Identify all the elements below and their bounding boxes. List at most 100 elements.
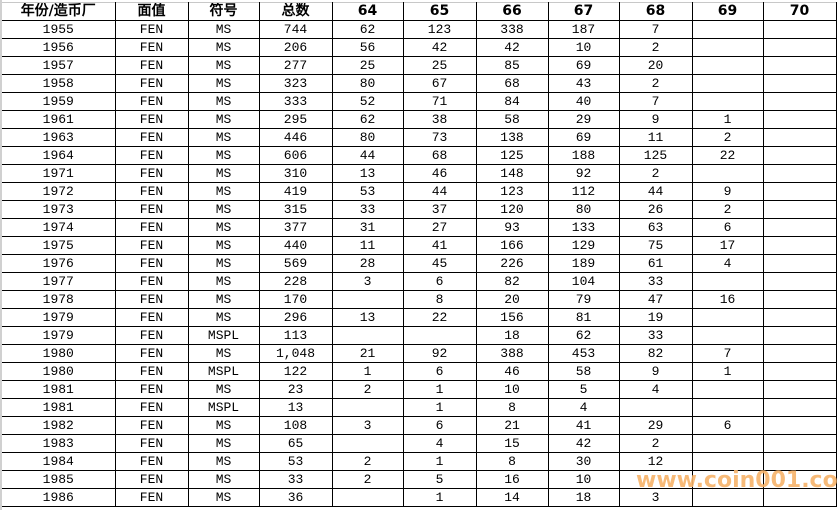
table-cell[interactable]: 10 — [547, 470, 620, 489]
table-cell[interactable]: 53 — [331, 182, 404, 201]
column-header[interactable]: 64 — [331, 2, 404, 21]
table-cell[interactable]: 419 — [258, 182, 333, 201]
table-cell[interactable]: 93 — [475, 218, 549, 237]
table-cell[interactable]: 16 — [691, 290, 764, 309]
table-cell[interactable] — [691, 92, 764, 111]
table-cell[interactable]: 377 — [258, 218, 333, 237]
table-cell[interactable] — [691, 380, 764, 399]
table-cell[interactable]: 1 — [402, 380, 477, 399]
table-cell[interactable]: MS — [187, 452, 260, 471]
table-cell[interactable]: 82 — [475, 272, 549, 291]
table-cell[interactable]: MS — [187, 344, 260, 363]
table-cell[interactable] — [762, 380, 837, 399]
table-cell[interactable]: 569 — [258, 254, 333, 273]
table-cell[interactable]: 68 — [475, 74, 549, 93]
table-cell[interactable]: 13 — [331, 308, 404, 327]
table-cell[interactable]: FEN — [114, 110, 189, 129]
table-cell[interactable]: 33 — [331, 200, 404, 219]
table-cell[interactable]: FEN — [114, 56, 189, 75]
table-cell[interactable]: FEN — [114, 254, 189, 273]
table-cell[interactable]: 2 — [331, 452, 404, 471]
table-cell[interactable]: 1977 — [2, 272, 116, 291]
table-cell[interactable] — [762, 416, 837, 435]
table-cell[interactable]: 6 — [402, 416, 477, 435]
table-cell[interactable]: 80 — [547, 200, 620, 219]
table-cell[interactable]: 7 — [618, 92, 693, 111]
table-cell[interactable] — [762, 434, 837, 453]
table-cell[interactable]: 67 — [402, 74, 477, 93]
table-cell[interactable]: 315 — [258, 200, 333, 219]
table-cell[interactable]: FEN — [114, 182, 189, 201]
table-cell[interactable] — [691, 434, 764, 453]
table-cell[interactable]: 33 — [618, 272, 693, 291]
table-cell[interactable]: 33 — [258, 470, 333, 489]
table-cell[interactable] — [691, 74, 764, 93]
table-cell[interactable]: 4 — [547, 398, 620, 417]
table-cell[interactable]: 43 — [547, 74, 620, 93]
table-cell[interactable] — [691, 326, 764, 345]
table-cell[interactable]: 1982 — [2, 416, 116, 435]
table-cell[interactable]: 31 — [331, 218, 404, 237]
table-cell[interactable] — [762, 398, 837, 417]
table-cell[interactable] — [762, 470, 837, 489]
table-cell[interactable]: FEN — [114, 38, 189, 57]
table-cell[interactable]: 1986 — [2, 488, 116, 507]
table-cell[interactable] — [402, 326, 477, 345]
table-cell[interactable]: 10 — [547, 38, 620, 57]
table-cell[interactable]: MS — [187, 56, 260, 75]
table-cell[interactable]: 2 — [691, 128, 764, 147]
table-cell[interactable]: 41 — [402, 236, 477, 255]
table-cell[interactable] — [618, 398, 693, 417]
table-cell[interactable] — [691, 272, 764, 291]
table-cell[interactable] — [762, 452, 837, 471]
table-cell[interactable]: 17 — [691, 236, 764, 255]
table-cell[interactable]: 4 — [691, 254, 764, 273]
table-cell[interactable]: FEN — [114, 488, 189, 507]
table-cell[interactable]: 122 — [258, 362, 333, 381]
table-cell[interactable]: 138 — [475, 128, 549, 147]
table-cell[interactable]: 104 — [547, 272, 620, 291]
table-cell[interactable]: 25 — [331, 56, 404, 75]
table-cell[interactable]: 108 — [258, 416, 333, 435]
table-cell[interactable]: 1971 — [2, 164, 116, 183]
table-cell[interactable]: 188 — [547, 146, 620, 165]
table-cell[interactable]: 4 — [618, 380, 693, 399]
table-cell[interactable]: FEN — [114, 398, 189, 417]
column-header[interactable]: 67 — [547, 2, 620, 21]
table-cell[interactable]: 1976 — [2, 254, 116, 273]
table-cell[interactable]: 7 — [618, 20, 693, 39]
table-cell[interactable]: 58 — [475, 110, 549, 129]
table-cell[interactable]: 19 — [618, 308, 693, 327]
table-cell[interactable]: 38 — [402, 110, 477, 129]
table-cell[interactable] — [331, 488, 404, 507]
table-cell[interactable] — [691, 398, 764, 417]
table-cell[interactable]: 9 — [691, 182, 764, 201]
table-cell[interactable]: 71 — [402, 92, 477, 111]
table-cell[interactable]: 81 — [547, 308, 620, 327]
table-cell[interactable]: 1973 — [2, 200, 116, 219]
table-cell[interactable]: 1 — [691, 362, 764, 381]
table-cell[interactable]: 26 — [618, 200, 693, 219]
table-cell[interactable]: 166 — [475, 236, 549, 255]
table-cell[interactable]: 1984 — [2, 452, 116, 471]
table-cell[interactable]: 63 — [618, 218, 693, 237]
table-cell[interactable]: MS — [187, 470, 260, 489]
table-cell[interactable]: FEN — [114, 290, 189, 309]
table-cell[interactable]: 61 — [618, 254, 693, 273]
table-cell[interactable]: 277 — [258, 56, 333, 75]
table-cell[interactable]: FEN — [114, 434, 189, 453]
table-cell[interactable]: 388 — [475, 344, 549, 363]
table-cell[interactable]: FEN — [114, 416, 189, 435]
column-header[interactable]: 总数 — [258, 2, 333, 21]
table-cell[interactable]: 338 — [475, 20, 549, 39]
table-cell[interactable]: 40 — [547, 92, 620, 111]
table-cell[interactable]: 606 — [258, 146, 333, 165]
table-cell[interactable]: 1956 — [2, 38, 116, 57]
table-cell[interactable]: 3 — [331, 272, 404, 291]
table-cell[interactable]: 1 — [331, 362, 404, 381]
table-cell[interactable]: 29 — [547, 110, 620, 129]
table-cell[interactable]: 8 — [475, 452, 549, 471]
table-cell[interactable]: 148 — [475, 164, 549, 183]
table-cell[interactable]: 4 — [402, 434, 477, 453]
table-cell[interactable]: 1963 — [2, 128, 116, 147]
